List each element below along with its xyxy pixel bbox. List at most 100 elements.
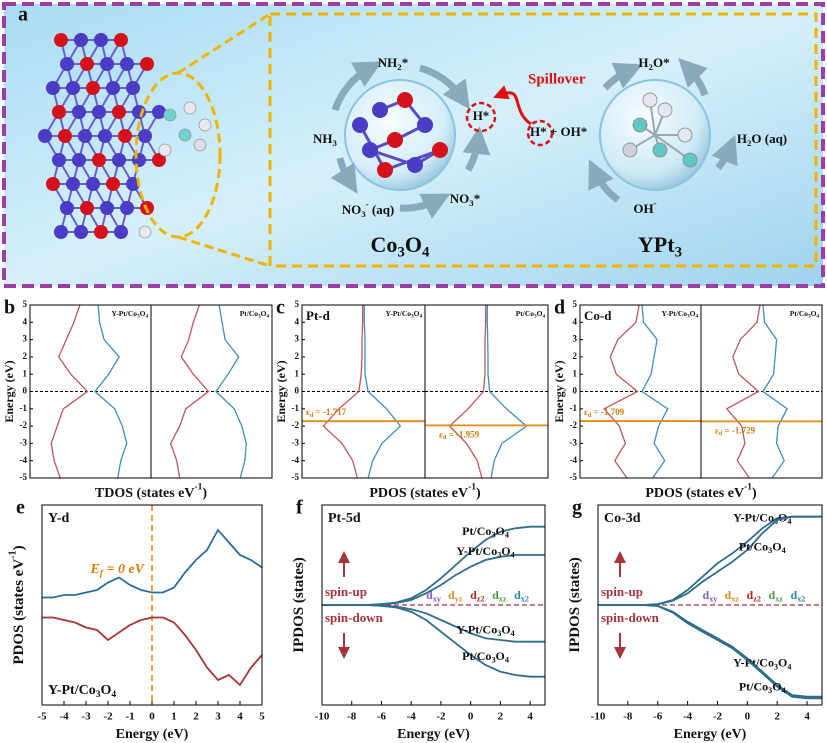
x-tick-label: 4 (804, 711, 810, 723)
atom (417, 117, 433, 133)
atom (86, 81, 100, 95)
subplot-title: Pt/Co3O4 (240, 309, 270, 320)
subplot-title: Y-Pt/Co3O4 (662, 309, 699, 320)
atom (198, 118, 212, 132)
y-tick-label: -3 (20, 437, 28, 447)
y-axis-label: PDOS (states eV-1) (8, 545, 28, 664)
dos-curve (486, 305, 528, 479)
curve (598, 604, 822, 700)
atom (66, 177, 80, 191)
x-tick-label: 2 (193, 711, 199, 723)
atom (622, 142, 638, 158)
atom (432, 142, 448, 158)
y-tick-label: -3 (292, 437, 300, 447)
atom (72, 105, 86, 119)
species-label: NH3 (313, 131, 338, 148)
atom (106, 177, 120, 191)
y-axis-label: Energy (eV) (2, 360, 16, 422)
species-label: H2O* (638, 55, 669, 72)
crystal (38, 33, 212, 239)
x-axis-label: PDOS (states eV-1) (645, 483, 757, 501)
atom (52, 153, 66, 167)
dos-curve (322, 305, 364, 479)
atom (118, 129, 132, 143)
atom (66, 81, 80, 95)
subplot-frame (424, 304, 549, 479)
species-label: H2O (aq) (737, 131, 787, 148)
atom (138, 129, 152, 143)
panel-title: Co-d (584, 308, 612, 323)
x-tick-label: -6 (377, 711, 387, 723)
atom (138, 225, 152, 239)
atom (78, 129, 92, 143)
atom (178, 128, 192, 142)
atom (46, 81, 60, 95)
material-label: Co3O4 (371, 232, 431, 261)
dos-curve (762, 304, 789, 479)
orbital-label: dxz (769, 588, 784, 604)
cycle-arrow (330, 157, 358, 194)
d-band-center-label: εd = -1.959 (439, 429, 480, 441)
x-tick-label: 2 (774, 711, 780, 723)
atom (372, 102, 388, 118)
zoom-line (177, 12, 271, 75)
y-tick-label: 5 (23, 299, 28, 309)
dos-curve (448, 305, 487, 479)
orbital-label: dxz (492, 588, 507, 604)
y-tick-label: 3 (295, 334, 300, 344)
atom (158, 143, 172, 157)
spin-label: spin-up (601, 584, 643, 599)
y-tick-label: 2 (295, 351, 300, 361)
y-axis-label: Energy (eV) (552, 360, 566, 422)
atom (387, 132, 403, 148)
atom (114, 225, 128, 239)
x-axis-label: Energy (eV) (116, 727, 189, 742)
fermi-label: Ef = 0 eV (89, 562, 145, 579)
cycle-arrow (399, 193, 451, 219)
atom (152, 153, 166, 167)
species-label: NO3- (aq) (342, 199, 395, 219)
x-tick-label: -8 (623, 711, 633, 723)
atom (183, 101, 197, 115)
spin-label: spin-up (325, 584, 367, 599)
atom (120, 57, 134, 71)
zoom-line (177, 235, 271, 268)
atom (46, 177, 60, 191)
y-tick-label: -1 (292, 403, 300, 413)
cycle-arrow (462, 126, 491, 172)
subplot-frame (700, 304, 823, 479)
dos-curve (725, 304, 761, 479)
y-tick-label: 0 (295, 386, 300, 396)
x-tick-label: -8 (347, 711, 357, 723)
atom (98, 129, 112, 143)
atom (38, 129, 52, 143)
subplot-frame (150, 304, 273, 479)
atom (114, 33, 128, 47)
x-axis-label: PDOS (states eV-1) (369, 483, 481, 501)
curve (322, 604, 545, 678)
panel-label: e (16, 497, 25, 519)
atom (132, 153, 146, 167)
atom (657, 102, 673, 118)
cycle-arrow (711, 135, 738, 171)
curve-label: Pt/Co3O4 (739, 679, 786, 695)
y-tick-label: 0 (23, 386, 28, 396)
panel-label: f (296, 497, 303, 519)
atom (58, 129, 72, 143)
y-axis-label: IPDOS (states) (291, 557, 307, 652)
atom (92, 153, 106, 167)
x-tick-label: 4 (237, 711, 243, 723)
atom (54, 225, 68, 239)
y-tick-label: -2 (570, 420, 578, 430)
h-circle (526, 119, 554, 147)
atom (126, 177, 140, 191)
x-tick-label: 2 (498, 711, 504, 723)
x-axis-label: Energy (eV) (674, 727, 747, 742)
atom (54, 33, 68, 47)
spillover-label: Spillover (528, 71, 586, 87)
x-tick-label: 0 (745, 711, 751, 723)
orbital-label: dx2 (791, 588, 806, 604)
x-tick-label: -2 (436, 711, 446, 723)
y-tick-label: -2 (20, 420, 28, 430)
